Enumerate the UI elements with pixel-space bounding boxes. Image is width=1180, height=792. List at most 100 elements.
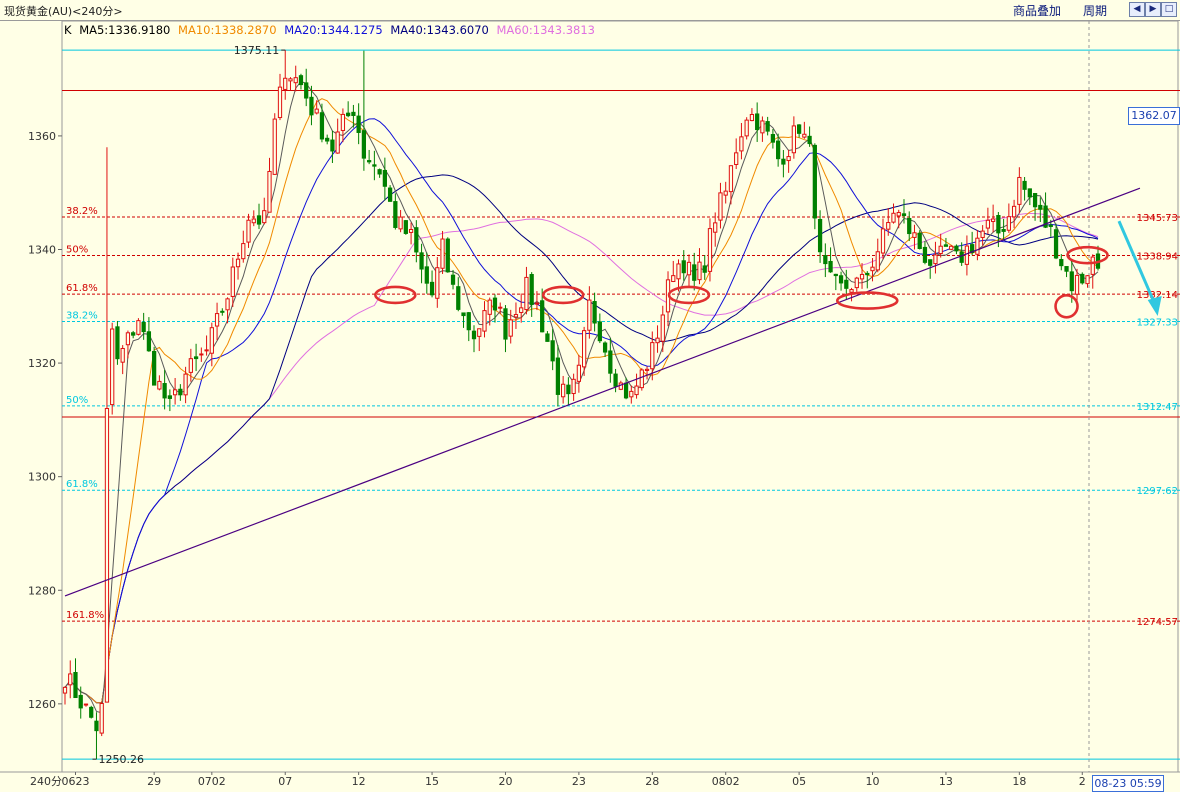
candle-body — [188, 358, 193, 373]
y-tick-label: 1280 — [28, 584, 56, 597]
candle-body — [377, 169, 382, 175]
candle — [781, 150, 786, 178]
candle — [566, 377, 571, 405]
candle — [896, 209, 901, 229]
x-tick-label: 12 — [352, 775, 366, 788]
candle — [115, 320, 120, 365]
candle — [875, 238, 880, 273]
candle-body — [1022, 180, 1027, 190]
candle — [277, 73, 283, 121]
candle-body — [676, 263, 681, 280]
y-tick-label: 1340 — [28, 243, 56, 256]
candle — [991, 204, 996, 233]
candle-body — [183, 373, 188, 396]
overlay-commodity-button[interactable]: 商品叠加 — [1013, 4, 1062, 18]
candle — [912, 224, 917, 250]
candle-body — [713, 222, 718, 233]
extreme-label: 1375.11 — [234, 44, 280, 57]
candle-body — [367, 160, 372, 163]
candle-body — [613, 373, 618, 387]
candle — [225, 297, 230, 324]
candle — [309, 85, 314, 126]
candle-body — [1032, 193, 1038, 208]
candle-body — [550, 340, 555, 362]
x-tick-label: 13 — [939, 775, 953, 788]
candle-body — [513, 314, 519, 318]
candle-body — [770, 134, 776, 143]
candle-body — [692, 264, 697, 281]
fib-right-label: 1332.14 — [1137, 290, 1178, 301]
candle-body — [461, 312, 466, 317]
ma-legend: K MA5:1336.9180 MA10:1338.2870 MA20:1344… — [64, 23, 599, 37]
candle — [89, 705, 94, 719]
candle — [802, 121, 807, 139]
fib-right-label: 1345.73 — [1137, 213, 1178, 224]
y-tick-label: 1320 — [28, 357, 56, 370]
x-tick-label: 05 — [792, 775, 806, 788]
candle-body — [540, 300, 545, 333]
fib-right-label: 1312.47 — [1137, 402, 1178, 413]
candle — [817, 210, 823, 263]
fib-left-label: 50% — [66, 395, 88, 406]
candle-body — [943, 244, 949, 247]
candle-body — [393, 201, 398, 228]
candle — [482, 301, 487, 338]
candle — [928, 259, 933, 279]
candle-body — [498, 306, 503, 309]
candle — [367, 149, 372, 165]
candle-body — [938, 245, 943, 255]
candle — [1006, 203, 1011, 233]
candle — [739, 122, 744, 160]
candle — [796, 124, 802, 138]
period-button[interactable]: 周期 — [1083, 4, 1108, 18]
candle-body — [157, 380, 162, 390]
fib-left-label: 50% — [66, 245, 88, 256]
candle — [78, 686, 83, 719]
candle — [125, 330, 131, 359]
candle — [833, 273, 838, 291]
candle-body — [83, 703, 89, 706]
candle-body — [996, 215, 1001, 234]
x-tick-label: 0702 — [198, 775, 226, 788]
candle — [288, 77, 293, 91]
candle — [178, 384, 183, 401]
candle — [62, 686, 68, 705]
candle — [791, 116, 796, 159]
top-bar: 现货黄金(AU)<240分> 商品叠加 周期 ◀ ▶ □ — [0, 0, 1180, 21]
arrow-left-icon[interactable]: ◀ — [1129, 2, 1145, 17]
candle-body — [1027, 188, 1032, 198]
candle-body — [68, 673, 73, 686]
candle-body — [1074, 274, 1080, 295]
candle — [713, 212, 718, 247]
candle-body — [419, 252, 424, 270]
candle — [608, 338, 613, 383]
candle-body — [262, 210, 267, 224]
candle-body — [796, 124, 802, 134]
candle-body — [1048, 224, 1053, 227]
candle — [83, 703, 89, 707]
candle-body — [456, 286, 461, 310]
candle — [272, 113, 277, 175]
candle — [262, 197, 267, 225]
candle-body — [99, 703, 104, 734]
candle — [728, 165, 734, 205]
zoom-icon[interactable]: □ — [1161, 2, 1177, 17]
candle — [534, 291, 540, 311]
candle-body — [372, 164, 377, 167]
fib-left-label: 38.2% — [66, 206, 98, 217]
candle-body — [277, 86, 283, 119]
arrow-right-icon[interactable]: ▶ — [1145, 2, 1161, 17]
candle — [172, 378, 178, 405]
candle-body — [1090, 256, 1095, 275]
candle-body — [880, 228, 886, 254]
candle — [686, 254, 692, 287]
candle — [681, 250, 686, 281]
candle-body — [985, 219, 991, 229]
candle-body — [776, 140, 781, 160]
candle-body — [293, 77, 298, 84]
candle-body — [487, 299, 492, 315]
candle-body — [901, 213, 907, 216]
extreme-label: 1250.26 — [98, 753, 144, 766]
legend-ma60: MA60:1343.3813 — [496, 23, 596, 37]
